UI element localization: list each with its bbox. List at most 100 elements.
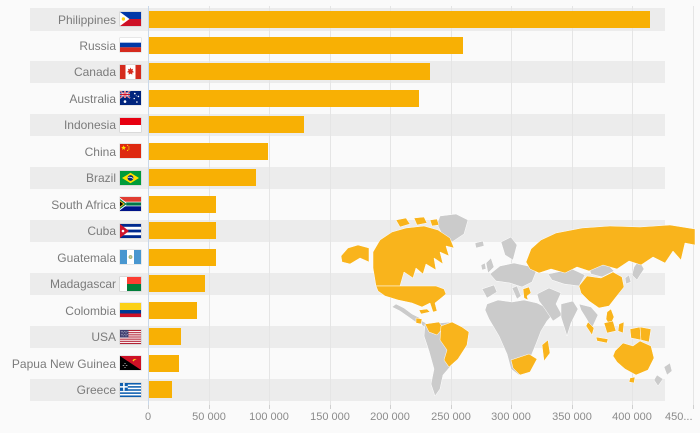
axis-tick-label: 400 000 xyxy=(612,411,652,423)
axis-tick xyxy=(511,405,512,409)
grid-line xyxy=(390,6,391,405)
axis-tick-label: 300 000 xyxy=(491,411,531,423)
map-guatemala xyxy=(415,317,423,325)
country-label: Canada xyxy=(73,65,116,80)
country-label: South Africa xyxy=(51,197,116,212)
bar-greece[interactable] xyxy=(149,381,172,399)
map-iceland xyxy=(474,240,485,249)
chart-row: Russia xyxy=(0,32,700,59)
axis-tick xyxy=(148,405,149,409)
china-flag-icon xyxy=(120,144,141,159)
bar-south-africa[interactable] xyxy=(149,195,216,213)
chart-row: Colombia xyxy=(0,297,700,324)
grid-line xyxy=(451,6,452,405)
axis-tick xyxy=(390,405,391,409)
chart-row: Brazil xyxy=(0,165,700,192)
map-usa xyxy=(375,285,447,313)
chart-row: Philippines xyxy=(0,6,700,33)
bar-canada[interactable] xyxy=(149,63,430,81)
axis-tick-label: 250 000 xyxy=(431,411,471,423)
australia-flag-icon xyxy=(120,91,141,106)
grid-line xyxy=(269,6,270,405)
map-south-africa xyxy=(510,353,538,376)
axis-tick-label: 100 000 xyxy=(249,411,289,423)
axis-tick-label: 0 xyxy=(144,411,152,423)
guatemala-flag-icon xyxy=(120,250,141,265)
axis-tick-label: 150 000 xyxy=(310,411,350,423)
bar-guatemala[interactable] xyxy=(149,248,216,266)
grid-line xyxy=(572,6,573,405)
chart-row: Guatemala xyxy=(0,244,700,271)
country-label: Russia xyxy=(79,38,116,53)
chart-row: Cuba xyxy=(0,218,700,245)
map-new-zealand xyxy=(653,362,673,387)
row-stripe xyxy=(30,378,665,402)
chart-row: USA xyxy=(0,324,700,351)
map-usa-alaska xyxy=(340,244,370,265)
russia-flag-icon xyxy=(120,38,141,53)
axis-tick xyxy=(572,405,573,409)
country-label: USA xyxy=(91,330,116,345)
bar-philippines[interactable] xyxy=(149,10,650,28)
axis-tick-label: 350 000 xyxy=(552,411,592,423)
map-brazil xyxy=(439,321,470,368)
chart-row: Papua New Guinea xyxy=(0,350,700,377)
madagascar-flag-icon xyxy=(120,276,141,291)
bar-russia[interactable] xyxy=(149,36,463,54)
philippines-flag-icon xyxy=(120,12,141,26)
country-label: Madagascar xyxy=(49,277,116,292)
map-iberia xyxy=(481,284,498,299)
axis-zero-line xyxy=(148,6,149,405)
country-label: Guatemala xyxy=(57,250,116,265)
axis-tick xyxy=(209,405,210,409)
map-cuba xyxy=(418,308,431,315)
chart-row: Indonesia xyxy=(0,112,700,139)
axis-tick xyxy=(632,405,633,409)
axis-tick xyxy=(451,405,452,409)
map-china xyxy=(578,271,625,309)
bar-usa[interactable] xyxy=(149,328,181,346)
indonesia-flag-icon xyxy=(120,117,141,132)
bar-indonesia[interactable] xyxy=(149,116,304,134)
grid-line xyxy=(511,6,512,405)
map-russia xyxy=(525,224,696,274)
south-africa-flag-icon xyxy=(120,197,141,212)
map-scandinavia xyxy=(500,236,518,261)
usa-flag-icon xyxy=(120,329,141,344)
axis-tick-label: 200 000 xyxy=(370,411,410,423)
papua-new-guinea-flag-icon xyxy=(120,356,141,371)
map-madagascar xyxy=(541,339,551,362)
bar-brazil[interactable] xyxy=(149,169,256,187)
map-greece xyxy=(522,286,532,301)
world-map xyxy=(340,213,696,397)
map-india xyxy=(560,300,579,337)
map-papua-new-guinea xyxy=(639,326,652,343)
country-label: Greece xyxy=(76,383,116,398)
country-label: Papua New Guinea xyxy=(11,356,116,371)
map-ireland xyxy=(480,262,487,271)
map-africa xyxy=(484,299,555,376)
bar-madagascar[interactable] xyxy=(149,275,205,293)
bar-australia[interactable] xyxy=(149,89,419,107)
axis-tick xyxy=(330,405,331,409)
brazil-flag-icon xyxy=(120,170,141,185)
bar-cuba[interactable] xyxy=(149,222,216,240)
bar-colombia[interactable] xyxy=(149,301,197,319)
map-indonesia xyxy=(585,320,642,344)
map-europe xyxy=(489,262,537,288)
chart-row: China xyxy=(0,138,700,165)
country-label: China xyxy=(84,144,116,159)
axis-tick xyxy=(269,405,270,409)
bar-china[interactable] xyxy=(149,142,268,160)
chart-row: Madagascar xyxy=(0,271,700,298)
bar-papua-new-guinea[interactable] xyxy=(149,354,179,372)
grid-line xyxy=(330,6,331,405)
grid-line xyxy=(632,6,633,405)
map-colombia xyxy=(424,321,444,336)
country-label: Brazil xyxy=(85,171,116,186)
map-korea xyxy=(624,274,632,285)
country-label: Cuba xyxy=(87,224,116,239)
map-canada xyxy=(372,216,455,287)
colombia-flag-icon xyxy=(120,303,141,318)
country-label: Colombia xyxy=(65,303,116,318)
